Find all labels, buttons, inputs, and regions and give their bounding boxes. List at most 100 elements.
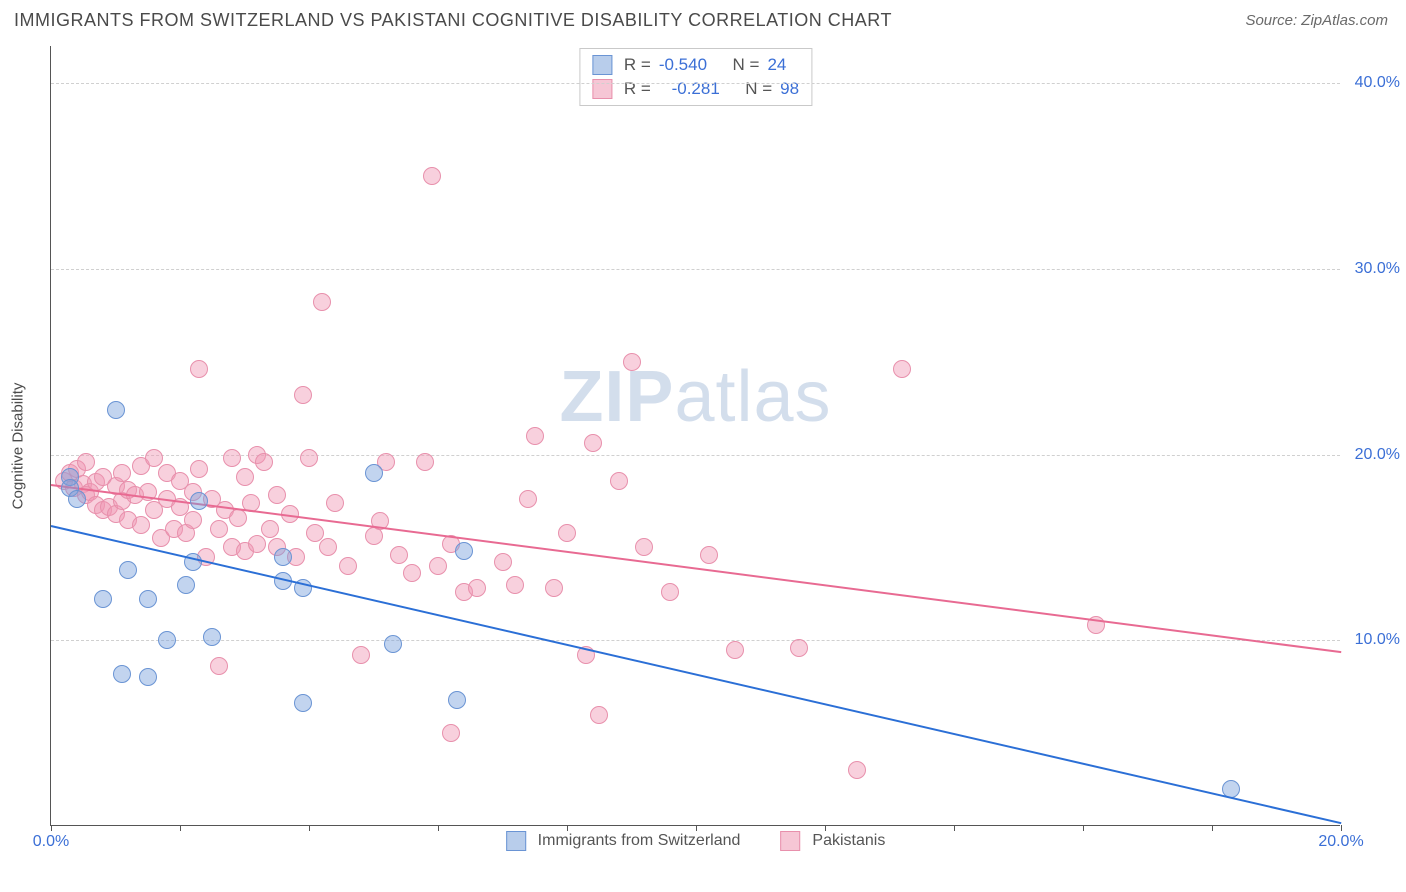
gridline — [51, 83, 1340, 84]
x-tick — [567, 825, 568, 831]
data-point-pakistani — [661, 583, 679, 601]
watermark-logo: ZIPatlas — [559, 356, 831, 438]
legend-row-pakistani: R = -0.281 N = 98 — [592, 77, 799, 101]
y-tick-label: 40.0% — [1345, 74, 1400, 92]
data-point-swiss — [139, 668, 157, 686]
data-point-pakistani — [294, 386, 312, 404]
data-point-pakistani — [442, 724, 460, 742]
x-tick-label: 20.0% — [1318, 833, 1363, 851]
data-point-pakistani — [545, 579, 563, 597]
x-tick — [1341, 825, 1342, 831]
data-point-pakistani — [590, 706, 608, 724]
series-legend: Immigrants from Switzerland Pakistanis — [506, 831, 886, 851]
data-point-pakistani — [558, 524, 576, 542]
data-point-swiss — [365, 464, 383, 482]
x-tick — [438, 825, 439, 831]
x-tick — [954, 825, 955, 831]
data-point-pakistani — [261, 520, 279, 538]
data-point-pakistani — [77, 453, 95, 471]
data-point-swiss — [177, 576, 195, 594]
legend-item-pakistani: Pakistanis — [780, 831, 885, 851]
y-tick-label: 20.0% — [1345, 446, 1400, 464]
data-point-pakistani — [635, 538, 653, 556]
legend-item-swiss: Immigrants from Switzerland — [506, 831, 741, 851]
data-point-pakistani — [132, 516, 150, 534]
gridline — [51, 269, 1340, 270]
data-point-pakistani — [526, 427, 544, 445]
x-tick — [180, 825, 181, 831]
data-point-pakistani — [848, 761, 866, 779]
gridline — [51, 455, 1340, 456]
chart-title: IMMIGRANTS FROM SWITZERLAND VS PAKISTANI… — [14, 10, 892, 31]
data-point-pakistani — [113, 464, 131, 482]
data-point-swiss — [455, 542, 473, 560]
y-tick-label: 30.0% — [1345, 260, 1400, 278]
legend-row-swiss: R = -0.540 N = 24 — [592, 53, 799, 77]
data-point-pakistani — [313, 293, 331, 311]
scatter-plot-area: ZIPatlas R = -0.540 N = 24 R = -0.281 N … — [50, 46, 1340, 826]
swatch-pakistani — [592, 79, 612, 99]
data-point-pakistani — [416, 453, 434, 471]
data-point-pakistani — [326, 494, 344, 512]
swatch-pakistani-bottom — [780, 831, 800, 851]
y-axis-label: Cognitive Disability — [10, 383, 27, 510]
trend-line-swiss — [51, 525, 1341, 824]
data-point-swiss — [203, 628, 221, 646]
data-point-swiss — [448, 691, 466, 709]
swatch-swiss — [592, 55, 612, 75]
x-tick-label: 0.0% — [33, 833, 69, 851]
data-point-swiss — [294, 694, 312, 712]
data-point-pakistani — [210, 657, 228, 675]
data-point-pakistani — [790, 639, 808, 657]
data-point-pakistani — [893, 360, 911, 378]
data-point-pakistani — [519, 490, 537, 508]
data-point-pakistani — [623, 353, 641, 371]
data-point-swiss — [384, 635, 402, 653]
x-tick — [1212, 825, 1213, 831]
data-point-pakistani — [429, 557, 447, 575]
data-point-pakistani — [319, 538, 337, 556]
data-point-pakistani — [145, 449, 163, 467]
data-point-swiss — [274, 548, 292, 566]
correlation-legend: R = -0.540 N = 24 R = -0.281 N = 98 — [579, 48, 812, 106]
y-tick-label: 10.0% — [1345, 631, 1400, 649]
data-point-pakistani — [248, 535, 266, 553]
data-point-pakistani — [494, 553, 512, 571]
data-point-pakistani — [390, 546, 408, 564]
data-point-pakistani — [236, 468, 254, 486]
data-point-swiss — [119, 561, 137, 579]
data-point-pakistani — [229, 509, 247, 527]
data-point-pakistani — [468, 579, 486, 597]
data-point-swiss — [107, 401, 125, 419]
data-point-pakistani — [300, 449, 318, 467]
data-point-swiss — [113, 665, 131, 683]
data-point-pakistani — [403, 564, 421, 582]
data-point-pakistani — [726, 641, 744, 659]
swatch-swiss-bottom — [506, 831, 526, 851]
data-point-pakistani — [255, 453, 273, 471]
data-point-swiss — [68, 490, 86, 508]
data-point-pakistani — [210, 520, 228, 538]
data-point-pakistani — [190, 460, 208, 478]
data-point-pakistani — [268, 486, 286, 504]
x-tick — [51, 825, 52, 831]
data-point-swiss — [139, 590, 157, 608]
data-point-pakistani — [423, 167, 441, 185]
data-point-pakistani — [610, 472, 628, 490]
data-point-pakistani — [184, 511, 202, 529]
x-tick — [696, 825, 697, 831]
data-point-pakistani — [584, 434, 602, 452]
data-point-pakistani — [339, 557, 357, 575]
data-point-swiss — [190, 492, 208, 510]
gridline — [51, 640, 1340, 641]
data-point-pakistani — [700, 546, 718, 564]
data-point-swiss — [94, 590, 112, 608]
data-point-swiss — [158, 631, 176, 649]
x-tick — [825, 825, 826, 831]
data-point-pakistani — [306, 524, 324, 542]
source-attribution: Source: ZipAtlas.com — [1245, 12, 1388, 29]
data-point-pakistani — [190, 360, 208, 378]
x-tick — [1083, 825, 1084, 831]
data-point-pakistani — [352, 646, 370, 664]
data-point-pakistani — [223, 449, 241, 467]
